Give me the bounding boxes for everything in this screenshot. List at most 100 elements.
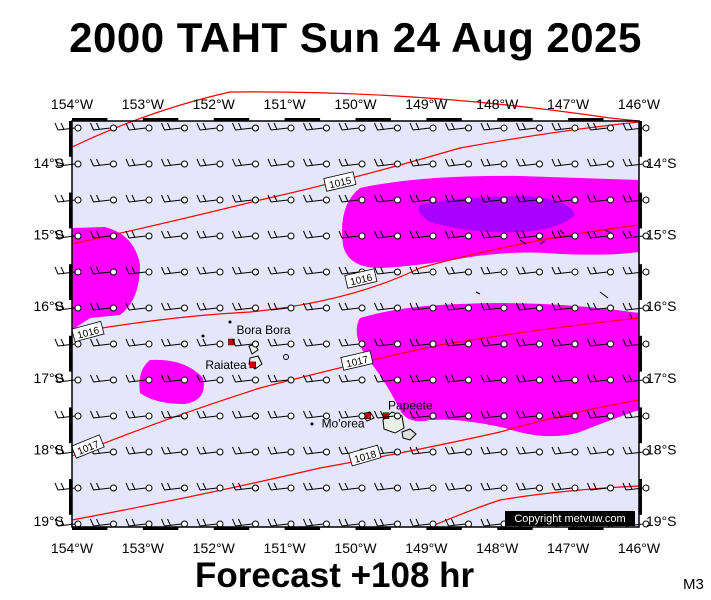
barb-station bbox=[287, 484, 295, 492]
barb-shaft bbox=[412, 523, 431, 527]
barb-feather bbox=[587, 374, 591, 383]
barb-shaft bbox=[306, 523, 324, 527]
barb-feather bbox=[557, 374, 562, 382]
barb-feather bbox=[267, 122, 272, 131]
barb-feather bbox=[232, 122, 236, 131]
barb-feather bbox=[96, 338, 100, 346]
lat-label-left: 16°S bbox=[33, 298, 64, 314]
barb-station bbox=[465, 412, 472, 420]
wind-barb bbox=[161, 122, 188, 132]
wind-barb bbox=[338, 158, 366, 168]
wind-barb bbox=[125, 194, 153, 204]
wind-barb bbox=[516, 482, 543, 492]
barb-feather bbox=[628, 158, 633, 166]
wind-barb bbox=[409, 482, 437, 492]
barb-shaft bbox=[412, 163, 431, 167]
barb-feather bbox=[161, 230, 165, 239]
wind-barb bbox=[374, 518, 401, 528]
frame-tick bbox=[639, 479, 642, 515]
barb-feather bbox=[267, 158, 272, 167]
wind-barb bbox=[551, 122, 579, 132]
isobar-line bbox=[429, 485, 640, 528]
barb-feather bbox=[309, 410, 313, 418]
barb-feather bbox=[309, 518, 313, 526]
barb-station bbox=[536, 196, 543, 204]
barb-feather bbox=[238, 302, 242, 310]
barb-feather bbox=[303, 302, 307, 311]
wind-barb bbox=[161, 194, 188, 204]
barb-station bbox=[465, 196, 472, 204]
barb-station bbox=[145, 304, 153, 312]
barb-shaft bbox=[590, 451, 608, 455]
barb-shaft bbox=[483, 235, 502, 239]
wind-barb bbox=[551, 410, 579, 420]
barb-feather bbox=[338, 122, 343, 131]
barb-feather bbox=[309, 158, 313, 166]
wind-barb bbox=[267, 338, 295, 348]
lon-label-top: 151°W bbox=[264, 96, 307, 112]
isobar-label: 1016 bbox=[344, 268, 378, 289]
barb-feather bbox=[125, 338, 130, 347]
wind-barb bbox=[622, 266, 650, 276]
barb-station bbox=[216, 520, 224, 528]
barb-feather bbox=[90, 338, 94, 347]
rain-area-southeast bbox=[356, 303, 639, 437]
wind-barb bbox=[90, 374, 117, 384]
barb-shaft bbox=[306, 487, 324, 491]
barb-feather bbox=[309, 482, 313, 490]
barb-feather bbox=[125, 482, 130, 491]
barb-feather bbox=[96, 482, 100, 490]
barb-feather bbox=[593, 158, 597, 166]
wind-barb bbox=[232, 482, 259, 492]
barb-feather bbox=[238, 410, 242, 418]
barb-station bbox=[145, 448, 153, 456]
barb-feather bbox=[409, 158, 414, 167]
barb-shaft bbox=[199, 307, 218, 311]
barb-feather bbox=[232, 338, 236, 347]
barb-feather bbox=[557, 482, 562, 490]
wind-barb bbox=[267, 302, 295, 312]
barb-shaft bbox=[483, 163, 502, 167]
barb-feather bbox=[445, 302, 449, 311]
barb-feather bbox=[238, 158, 242, 166]
wind-barb bbox=[409, 194, 437, 204]
wind-barb bbox=[409, 446, 437, 456]
barb-feather bbox=[90, 374, 94, 383]
barb-station bbox=[429, 304, 437, 312]
barb-shaft bbox=[483, 127, 502, 131]
barb-feather bbox=[451, 518, 455, 526]
frame-tick bbox=[69, 479, 72, 515]
barb-feather bbox=[622, 122, 627, 131]
barb-shaft bbox=[93, 343, 111, 347]
wind-barb bbox=[445, 230, 472, 240]
wind-barb bbox=[196, 194, 224, 204]
barb-feather bbox=[303, 122, 307, 131]
wind-barb bbox=[267, 122, 295, 132]
barb-feather bbox=[557, 158, 562, 166]
barb-feather bbox=[303, 194, 307, 203]
barb-shaft bbox=[448, 379, 466, 383]
wind-barb bbox=[54, 410, 82, 420]
copyright-box: Copyright metvuw.com bbox=[505, 511, 635, 526]
barb-station bbox=[642, 376, 650, 384]
barb-station bbox=[145, 124, 153, 132]
barb-feather bbox=[522, 194, 526, 202]
barb-shaft bbox=[341, 307, 360, 311]
barb-feather bbox=[232, 194, 236, 203]
barb-feather bbox=[303, 158, 307, 167]
wind-barb bbox=[90, 158, 117, 168]
barb-shaft bbox=[306, 343, 324, 347]
wind-barbs bbox=[54, 122, 650, 528]
barb-feather bbox=[557, 122, 562, 130]
wind-barb bbox=[587, 338, 614, 348]
barb-feather bbox=[273, 410, 278, 418]
barb-feather bbox=[628, 122, 633, 130]
barb-station bbox=[429, 340, 437, 348]
wind-barb bbox=[338, 230, 366, 240]
barb-station bbox=[287, 268, 295, 276]
wind-barb bbox=[90, 266, 117, 276]
barb-feather bbox=[90, 302, 94, 311]
barb-feather bbox=[196, 482, 201, 491]
barb-feather bbox=[344, 446, 349, 454]
barb-shaft bbox=[341, 163, 360, 167]
